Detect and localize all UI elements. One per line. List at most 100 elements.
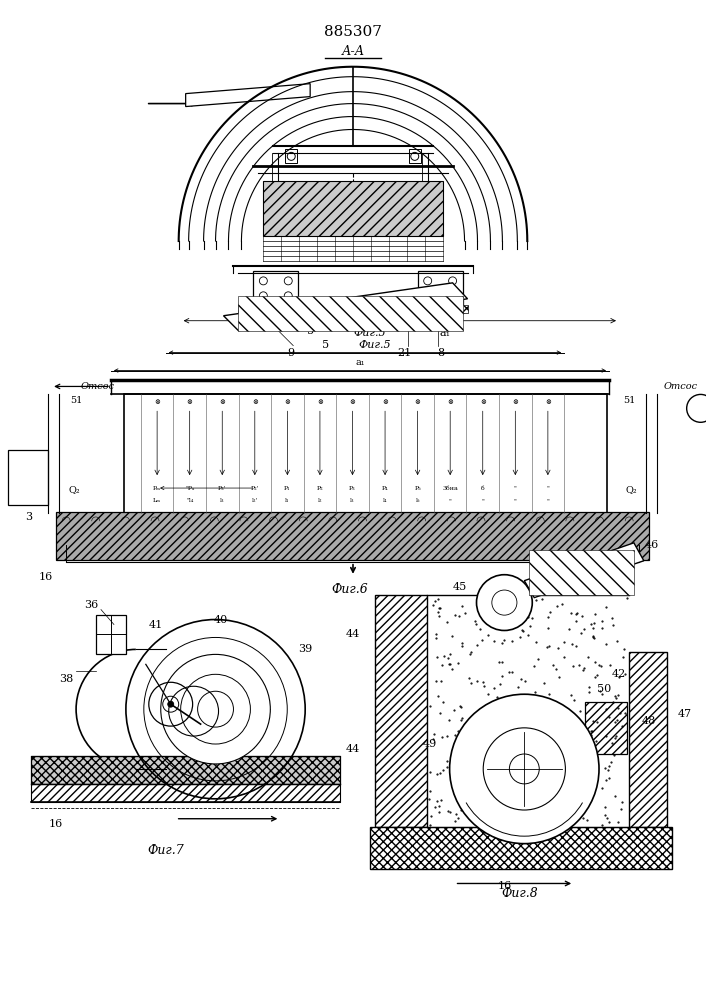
Point bbox=[436, 792, 447, 808]
Point bbox=[431, 649, 443, 665]
Point bbox=[444, 804, 455, 820]
Text: a₁: a₁ bbox=[355, 358, 365, 367]
Point bbox=[620, 705, 631, 721]
Text: Фиг.8: Фиг.8 bbox=[501, 887, 538, 900]
Point bbox=[617, 794, 628, 810]
Point bbox=[565, 770, 576, 786]
Point bbox=[612, 712, 623, 728]
Point bbox=[557, 732, 568, 748]
Point bbox=[436, 657, 448, 673]
Point bbox=[424, 698, 436, 714]
Bar bbox=[56, 512, 649, 560]
Bar bbox=[238, 296, 462, 331]
Point bbox=[531, 752, 542, 768]
Point bbox=[472, 673, 483, 689]
Circle shape bbox=[477, 575, 532, 630]
Point bbox=[603, 709, 614, 725]
Text: 41: 41 bbox=[148, 620, 163, 630]
Point bbox=[465, 763, 477, 779]
Bar bbox=[409, 149, 421, 163]
Point bbox=[556, 596, 568, 612]
Point bbox=[455, 802, 467, 818]
Bar bbox=[31, 784, 340, 802]
Point bbox=[450, 754, 461, 770]
Point bbox=[609, 730, 621, 746]
Point bbox=[428, 726, 439, 742]
Point bbox=[433, 804, 445, 820]
Point bbox=[566, 636, 578, 652]
Point bbox=[520, 774, 531, 790]
Point bbox=[544, 686, 555, 702]
Point bbox=[497, 741, 508, 757]
Point bbox=[581, 794, 592, 810]
Point bbox=[490, 750, 501, 766]
Point bbox=[596, 620, 607, 636]
Point bbox=[510, 598, 522, 614]
Point bbox=[433, 688, 444, 704]
Point bbox=[443, 650, 454, 666]
Text: Отсос: Отсос bbox=[664, 382, 698, 391]
Text: 5: 5 bbox=[307, 326, 314, 336]
Point bbox=[506, 698, 518, 714]
Point bbox=[438, 762, 449, 778]
Point bbox=[518, 623, 529, 639]
Bar bbox=[375, 595, 427, 827]
Point bbox=[452, 655, 464, 671]
Text: ⊗: ⊗ bbox=[382, 398, 388, 406]
Point bbox=[571, 750, 582, 766]
Point bbox=[479, 739, 491, 755]
Text: ⊗: ⊗ bbox=[513, 398, 518, 406]
Point bbox=[548, 657, 559, 673]
Point bbox=[525, 618, 536, 634]
Point bbox=[566, 605, 577, 621]
Circle shape bbox=[450, 694, 599, 844]
Point bbox=[480, 717, 491, 733]
Point bbox=[428, 597, 439, 613]
Point bbox=[537, 591, 548, 607]
Point bbox=[621, 590, 632, 606]
Point bbox=[515, 733, 526, 749]
Point bbox=[486, 738, 497, 754]
Point bbox=[577, 722, 588, 738]
Point bbox=[591, 667, 602, 683]
Point bbox=[471, 637, 482, 653]
Point bbox=[470, 616, 481, 632]
Point bbox=[589, 745, 600, 761]
Point bbox=[570, 613, 581, 629]
Point bbox=[445, 646, 456, 662]
Point bbox=[438, 648, 450, 664]
Point bbox=[543, 609, 554, 625]
Point bbox=[511, 781, 522, 797]
Text: ⊗: ⊗ bbox=[448, 398, 453, 406]
Point bbox=[514, 599, 525, 615]
Point bbox=[590, 669, 601, 685]
Point bbox=[464, 670, 475, 686]
Text: P₂: P₂ bbox=[317, 486, 323, 491]
Point bbox=[604, 657, 616, 673]
Point bbox=[614, 705, 626, 721]
Point bbox=[496, 739, 507, 755]
Text: ": " bbox=[449, 498, 452, 503]
Point bbox=[529, 684, 540, 700]
Text: 16: 16 bbox=[497, 881, 512, 891]
Point bbox=[586, 723, 597, 739]
Point bbox=[508, 611, 519, 627]
Point bbox=[493, 810, 505, 826]
Point bbox=[501, 775, 512, 791]
Bar bbox=[585, 702, 627, 754]
Point bbox=[523, 693, 534, 709]
Point bbox=[487, 755, 498, 771]
Polygon shape bbox=[525, 543, 644, 598]
Point bbox=[532, 816, 543, 832]
Point bbox=[457, 598, 468, 614]
Point bbox=[459, 605, 470, 621]
Point bbox=[612, 700, 624, 716]
Polygon shape bbox=[223, 283, 467, 331]
Point bbox=[506, 664, 518, 680]
Point bbox=[456, 743, 467, 759]
Text: ⊗: ⊗ bbox=[154, 398, 160, 406]
Text: 5: 5 bbox=[322, 340, 329, 350]
Point bbox=[566, 687, 577, 703]
Point bbox=[496, 668, 508, 684]
Point bbox=[540, 753, 551, 769]
